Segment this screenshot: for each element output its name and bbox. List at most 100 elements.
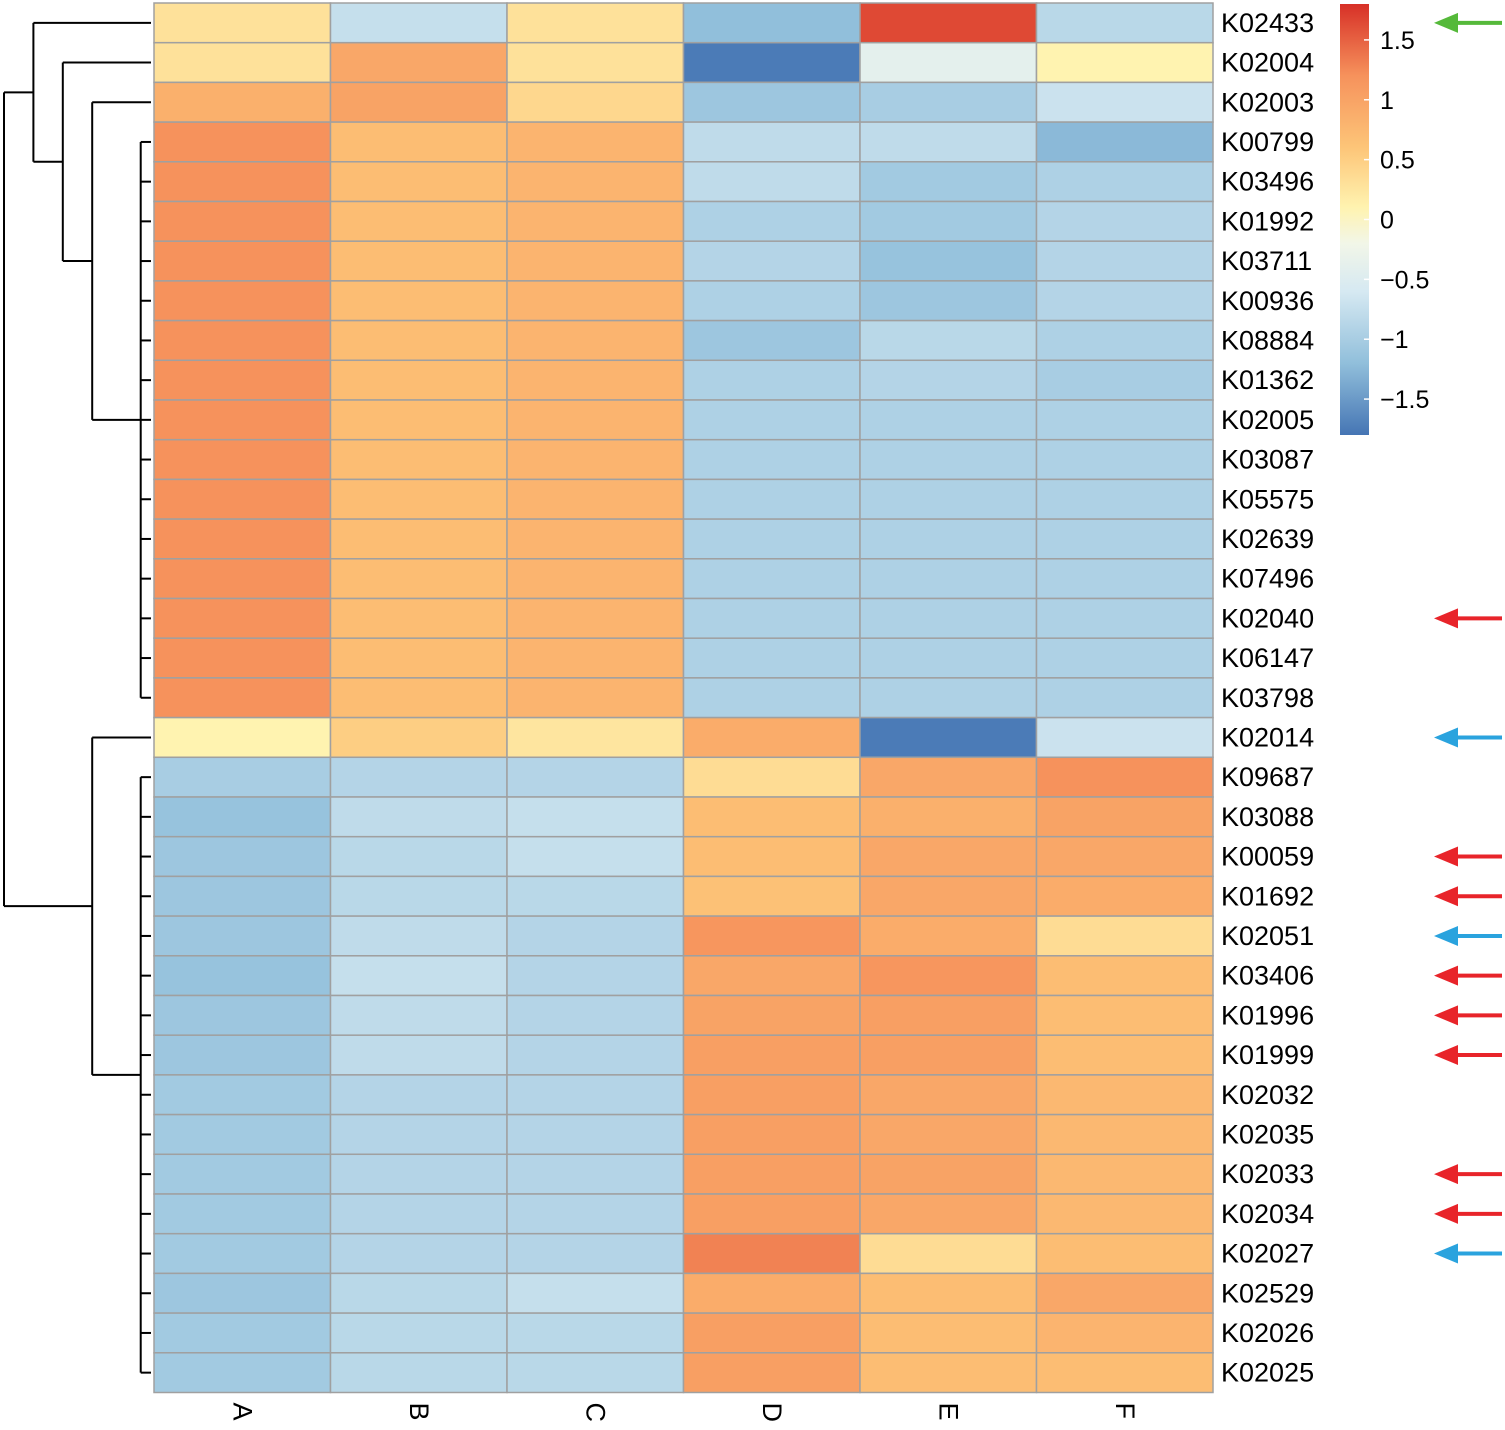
heatmap-cell [1035,280,1214,322]
annotation-arrow [1434,965,1502,986]
heatmap-cell [153,915,332,957]
heatmap-cell [682,41,861,84]
heatmap-cell [153,280,332,322]
heatmap-cell [506,280,685,322]
heatmap-cell [859,1034,1038,1076]
color-legend: 1.5 1 0.5 0 −0.5 −1 −1.5 [1340,4,1429,435]
heatmap-cell [153,240,332,282]
heatmap-cell [506,121,685,163]
row-label: K00799 [1221,127,1314,157]
heatmap-cell [329,955,508,997]
heatmap-cell [329,359,508,401]
heatmap-cell [682,1074,861,1116]
heatmap-cell [153,558,332,600]
heatmap-cell [506,240,685,282]
heatmap-cell [1035,359,1214,401]
heatmap-cell [506,1352,685,1394]
row-label: K02033 [1221,1159,1314,1189]
row-label: K02051 [1221,921,1314,951]
heatmap-cell [682,716,861,759]
heatmap-cell [506,796,685,838]
heatmap-cell [506,438,685,481]
heatmap-cell [153,1153,332,1195]
heatmap-cell [859,677,1038,719]
heatmap-cell [329,756,508,798]
heatmap-cell [506,677,685,719]
column-label: D [757,1403,787,1423]
row-label: K02005 [1221,405,1314,435]
heatmap-cell [859,121,1038,163]
heatmap-cell [506,1153,685,1195]
heatmap-cell [682,558,861,600]
row-label: K02003 [1221,87,1314,117]
heatmap-cell [859,280,1038,322]
heatmap-cell [153,1352,332,1394]
heatmap-cell [682,1153,861,1195]
heatmap-cell [329,597,508,639]
heatmap-cell [682,796,861,838]
heatmap-cell [1035,161,1214,203]
heatmap-cell [153,796,332,838]
heatmap-cell [153,875,332,917]
heatmap-cell [682,280,861,322]
row-label: K03406 [1221,961,1314,991]
heatmap-cell [506,637,685,679]
heatmap-cell [1035,1232,1214,1275]
heatmap-cell [506,1312,685,1354]
heatmap-cell [682,200,861,242]
heatmap-cell [506,994,685,1036]
heatmap-cell [682,1312,861,1354]
heatmap-cells [153,2,1214,1394]
heatmap-cell [859,1193,1038,1235]
heatmap-cell [859,2,1038,44]
heatmap-cell [682,121,861,163]
heatmap-cell [153,81,332,123]
annotation-arrow [1434,886,1502,907]
heatmap-cell [329,280,508,322]
heatmap-cell [506,716,685,759]
annotation-arrow [1434,1045,1502,1066]
heatmap-cell [329,558,508,600]
heatmap-cell [1035,875,1214,917]
heatmap-cell [153,835,332,878]
row-label: K06147 [1221,643,1314,673]
heatmap-cell [153,200,332,242]
heatmap-cell [859,637,1038,679]
heatmap-cell [329,1272,508,1314]
heatmap-cell [329,399,508,441]
heatmap-cell [153,478,332,520]
heatmap-cell [1035,240,1214,282]
row-label: K03088 [1221,802,1314,832]
heatmap-cell [153,2,332,44]
heatmap-cell [1035,2,1214,44]
heatmap-cell [506,81,685,123]
heatmap-cell [153,399,332,441]
heatmap-cell [1035,915,1214,957]
row-label: K02529 [1221,1278,1314,1308]
heatmap-cell [506,955,685,997]
column-label: E [933,1403,963,1421]
row-label: K05575 [1221,484,1314,514]
color-legend-tick-label: 0.5 [1380,147,1415,175]
heatmap-cell [859,41,1038,84]
heatmap-cell [329,81,508,123]
heatmap-cell [1035,558,1214,600]
heatmap-cell [1035,1312,1214,1354]
heatmap-cell [859,399,1038,441]
heatmap-cell [1035,200,1214,242]
heatmap-cell [682,2,861,44]
column-label: B [404,1403,434,1421]
row-label: K02035 [1221,1119,1314,1149]
heatmap-cell [153,359,332,401]
heatmap-cell [859,1074,1038,1116]
heatmap-cell [329,200,508,242]
heatmap-cell [153,677,332,719]
heatmap-cell [506,835,685,878]
color-legend-tick-label: 0 [1380,207,1394,235]
heatmap-cell [682,1232,861,1275]
row-label: K02025 [1221,1358,1314,1388]
heatmap-cell [1035,637,1214,679]
heatmap-cell [329,1352,508,1394]
heatmap-cell [859,319,1038,362]
heatmap-cell [506,1232,685,1275]
